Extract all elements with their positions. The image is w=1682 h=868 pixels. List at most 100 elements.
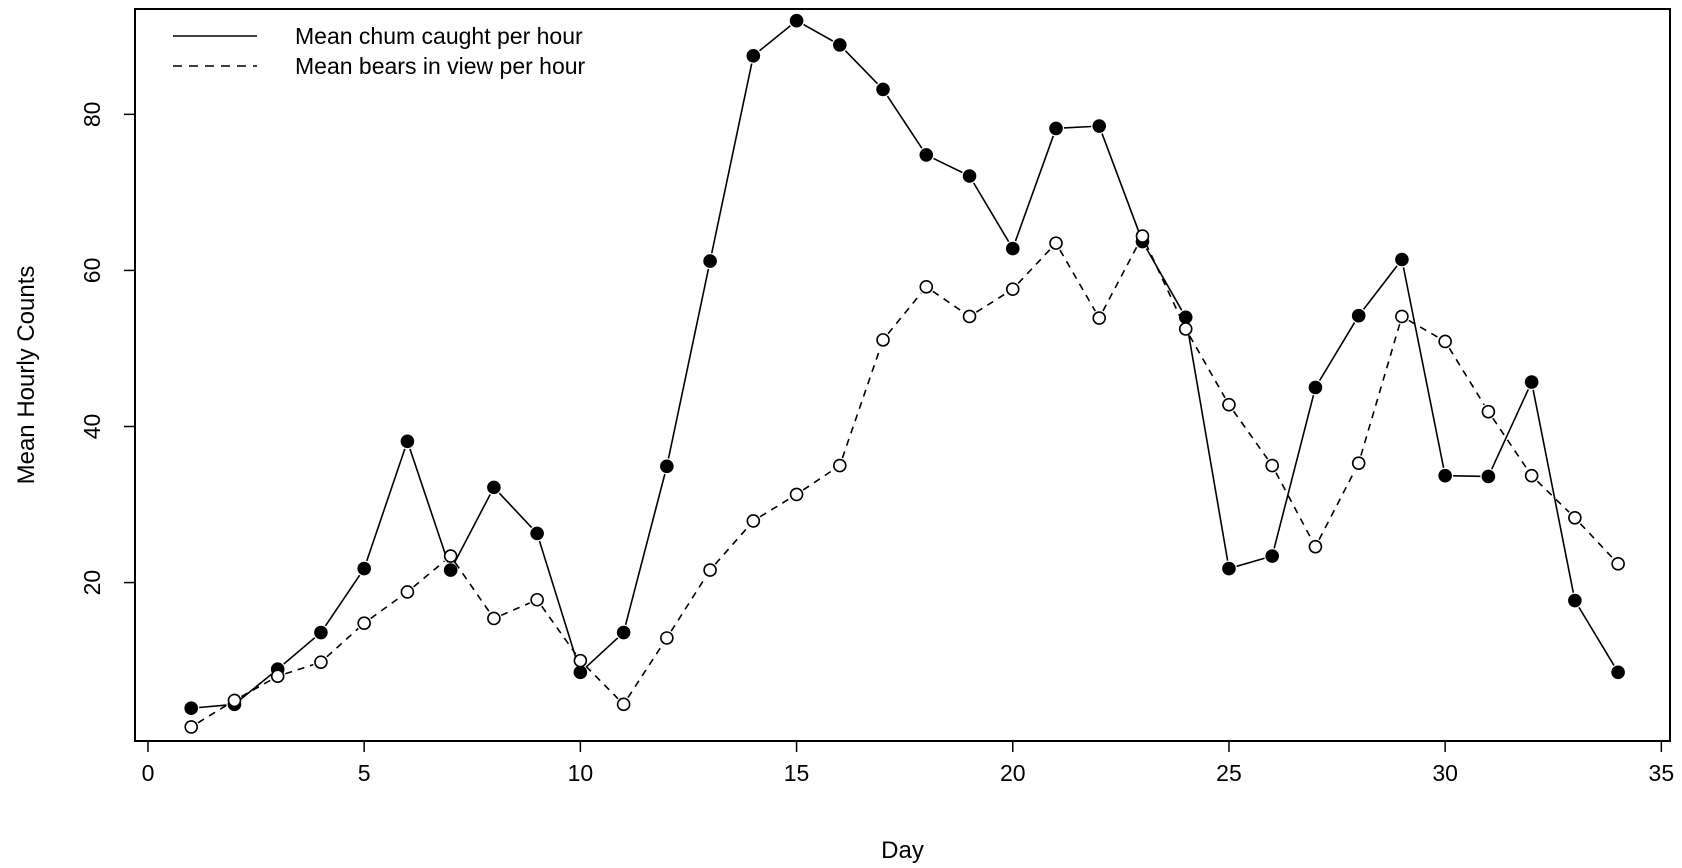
series-1-point [487, 480, 501, 495]
series-2-point [573, 653, 588, 668]
series-1-segment [365, 448, 406, 562]
series-2-segment [241, 679, 272, 698]
series-2 [184, 229, 1625, 734]
series-2-segment [454, 562, 490, 613]
series-2-segment [670, 576, 707, 632]
series-1-segment [1014, 135, 1055, 242]
x-tick-label: 10 [568, 760, 594, 786]
series-1-segment [844, 50, 879, 85]
series-1-point [573, 665, 588, 680]
series-2-segment [500, 602, 531, 617]
series-1-point [789, 13, 804, 28]
series-2-segment [413, 560, 446, 588]
series-2-point [1178, 322, 1193, 336]
series-1-segment [199, 704, 227, 709]
y-axis: 20 40 60 80 [79, 102, 136, 596]
series-2-segment [1360, 323, 1401, 456]
series-2-point [833, 458, 847, 473]
series-2-segment [1492, 417, 1528, 470]
series-2-point [1135, 229, 1150, 243]
series-1-point [1005, 241, 1020, 256]
x-tick-label: 20 [1000, 760, 1026, 786]
series-1-segment [1578, 606, 1615, 666]
series-1-segment [710, 63, 753, 254]
series-2-segment [1536, 480, 1570, 513]
series-2-point [1092, 311, 1107, 325]
series-1-point [530, 526, 544, 541]
series-2-segment [1017, 248, 1052, 284]
series-2-point [919, 280, 934, 294]
series-1-segment [759, 25, 791, 52]
x-axis: 0 5 10 15 20 25 30 35 [142, 740, 1675, 786]
x-tick-label: 35 [1649, 760, 1675, 786]
series-1-segment [803, 23, 834, 42]
series-1-point [703, 254, 717, 268]
series-2-point [443, 549, 458, 563]
series-2-point [1351, 456, 1366, 470]
series-layer [184, 13, 1625, 734]
series-1-segment [886, 95, 923, 149]
series-2-point [1568, 511, 1582, 525]
series-2-point [1308, 539, 1323, 554]
series-1-point [1049, 121, 1063, 136]
series-2-point [1049, 236, 1063, 250]
series-2-point [1524, 468, 1539, 483]
legend-label-1: Mean chum caught per hour [295, 23, 583, 49]
series-1-point [1265, 549, 1279, 563]
series-1-segment [1273, 395, 1315, 549]
series-2-segment [285, 663, 314, 675]
series-2-segment [1102, 242, 1140, 312]
series-1-segment [1186, 325, 1229, 561]
series-1 [184, 13, 1625, 716]
series-1-point [660, 459, 674, 474]
series-1-segment [498, 492, 533, 529]
series-1-point [1611, 665, 1625, 680]
series-1-segment [1490, 388, 1530, 470]
series-2-segment [759, 497, 791, 518]
series-1-point [1481, 469, 1496, 484]
series-2-point [1395, 309, 1409, 324]
series-1-point [357, 561, 371, 576]
series-2-point [962, 309, 977, 324]
series-2-point [184, 720, 199, 734]
series-1-segment [667, 268, 710, 459]
series-1-point [1222, 561, 1236, 576]
series-2-segment [1232, 410, 1269, 460]
series-1-segment [972, 182, 1010, 243]
series-2-point [876, 333, 890, 347]
series-2-point [1005, 282, 1020, 296]
series-1-point [962, 169, 977, 183]
series-2-segment [887, 292, 922, 335]
series-1-segment [240, 673, 272, 700]
x-axis-title: Day [881, 837, 924, 864]
series-2-point [400, 585, 415, 599]
legend-label-2: Mean bears in view per hour [295, 53, 586, 79]
series-1-point [1092, 119, 1107, 133]
series-2-point [314, 655, 328, 669]
series-1-segment [283, 637, 316, 665]
series-2-segment [627, 644, 664, 699]
series-1-segment [1101, 133, 1141, 235]
series-2-point [746, 514, 761, 528]
series-2-segment [932, 290, 964, 313]
series-1-point [919, 148, 934, 162]
series-1-point [1568, 593, 1582, 608]
series-1-segment [933, 157, 963, 174]
series-2-point [227, 693, 242, 708]
series-1-point [746, 49, 761, 63]
series-2-segment [326, 627, 359, 658]
series-2-segment [714, 526, 749, 565]
series-1-point [616, 625, 631, 640]
series-1-point [1308, 380, 1323, 395]
series-1-point [184, 701, 199, 716]
x-tick-label: 25 [1216, 760, 1242, 786]
series-1-segment [1318, 322, 1356, 382]
series-1-point [1178, 310, 1193, 325]
y-tick-label: 20 [79, 570, 105, 596]
series-1-segment [1362, 265, 1398, 310]
series-1-segment [1236, 557, 1265, 568]
series-1-point [314, 625, 328, 640]
x-tick-label: 5 [358, 760, 371, 786]
series-1-segment [538, 540, 579, 665]
